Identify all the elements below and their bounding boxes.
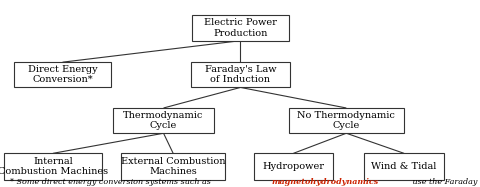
Text: Hydropower: Hydropower [262, 162, 324, 171]
FancyBboxPatch shape [14, 62, 110, 88]
Text: Electric Power
Production: Electric Power Production [204, 18, 276, 38]
Text: * Some direct energy conversion systems such as: * Some direct energy conversion systems … [10, 177, 213, 186]
FancyBboxPatch shape [191, 62, 289, 88]
Text: use the Faraday law of induction: use the Faraday law of induction [409, 177, 480, 186]
Text: magnetohydrodynamics: magnetohydrodynamics [272, 177, 379, 186]
Text: Faraday's Law
of Induction: Faraday's Law of Induction [204, 65, 276, 85]
FancyBboxPatch shape [288, 108, 403, 133]
FancyBboxPatch shape [113, 108, 214, 133]
Text: Internal
Combustion Machines: Internal Combustion Machines [0, 157, 108, 176]
FancyBboxPatch shape [4, 153, 102, 180]
FancyBboxPatch shape [253, 153, 332, 180]
Text: External Combustion
Machines: External Combustion Machines [120, 157, 225, 176]
Text: No Thermodynamic
Cycle: No Thermodynamic Cycle [297, 111, 395, 130]
Text: Wind & Tidal: Wind & Tidal [371, 162, 436, 171]
Text: Direct Energy
Conversion*: Direct Energy Conversion* [28, 65, 97, 85]
FancyBboxPatch shape [192, 16, 288, 41]
FancyBboxPatch shape [364, 153, 443, 180]
Text: Thermodynamic
Cycle: Thermodynamic Cycle [123, 111, 204, 130]
FancyBboxPatch shape [121, 153, 224, 180]
